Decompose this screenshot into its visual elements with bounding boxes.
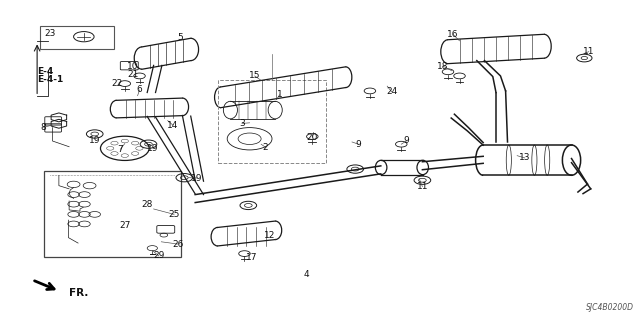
Text: 28: 28 — [141, 200, 153, 209]
Text: 25: 25 — [168, 210, 180, 219]
Text: 5: 5 — [178, 33, 183, 42]
Text: 16: 16 — [447, 30, 459, 39]
Text: 7: 7 — [118, 145, 123, 154]
Text: 13: 13 — [519, 153, 531, 162]
Text: 23: 23 — [44, 29, 56, 38]
Text: 6: 6 — [137, 85, 142, 94]
Text: 19: 19 — [147, 144, 158, 153]
Bar — [44, 171, 181, 257]
Text: 4: 4 — [303, 271, 308, 279]
Text: 26: 26 — [172, 240, 184, 249]
Text: E-4-1: E-4-1 — [37, 75, 63, 84]
Text: SJC4B0200D: SJC4B0200D — [586, 303, 634, 312]
Text: 21: 21 — [127, 70, 139, 79]
Text: 9: 9 — [356, 140, 361, 149]
Text: 2: 2 — [263, 143, 268, 152]
Text: 19: 19 — [89, 136, 100, 145]
Text: 18: 18 — [437, 62, 449, 70]
Text: 22: 22 — [111, 79, 123, 88]
Text: 27: 27 — [120, 221, 131, 230]
Text: 11: 11 — [417, 182, 428, 191]
Text: 12: 12 — [264, 231, 276, 240]
Bar — [218, 80, 326, 163]
Text: 8: 8 — [41, 123, 46, 132]
Text: 9: 9 — [404, 137, 409, 145]
Text: 1: 1 — [277, 90, 282, 99]
Text: 19: 19 — [191, 174, 203, 182]
Text: 15: 15 — [249, 71, 260, 80]
Text: E-4: E-4 — [37, 67, 53, 76]
Text: 24: 24 — [386, 87, 397, 96]
Text: 11: 11 — [583, 47, 595, 56]
Text: 20: 20 — [307, 133, 318, 142]
Text: 10: 10 — [127, 62, 139, 71]
Text: 29: 29 — [153, 251, 164, 260]
Bar — [40, 26, 114, 49]
Text: 17: 17 — [246, 253, 257, 262]
Text: FR.: FR. — [69, 288, 88, 298]
Text: 14: 14 — [167, 121, 179, 130]
Text: 3: 3 — [239, 119, 244, 128]
